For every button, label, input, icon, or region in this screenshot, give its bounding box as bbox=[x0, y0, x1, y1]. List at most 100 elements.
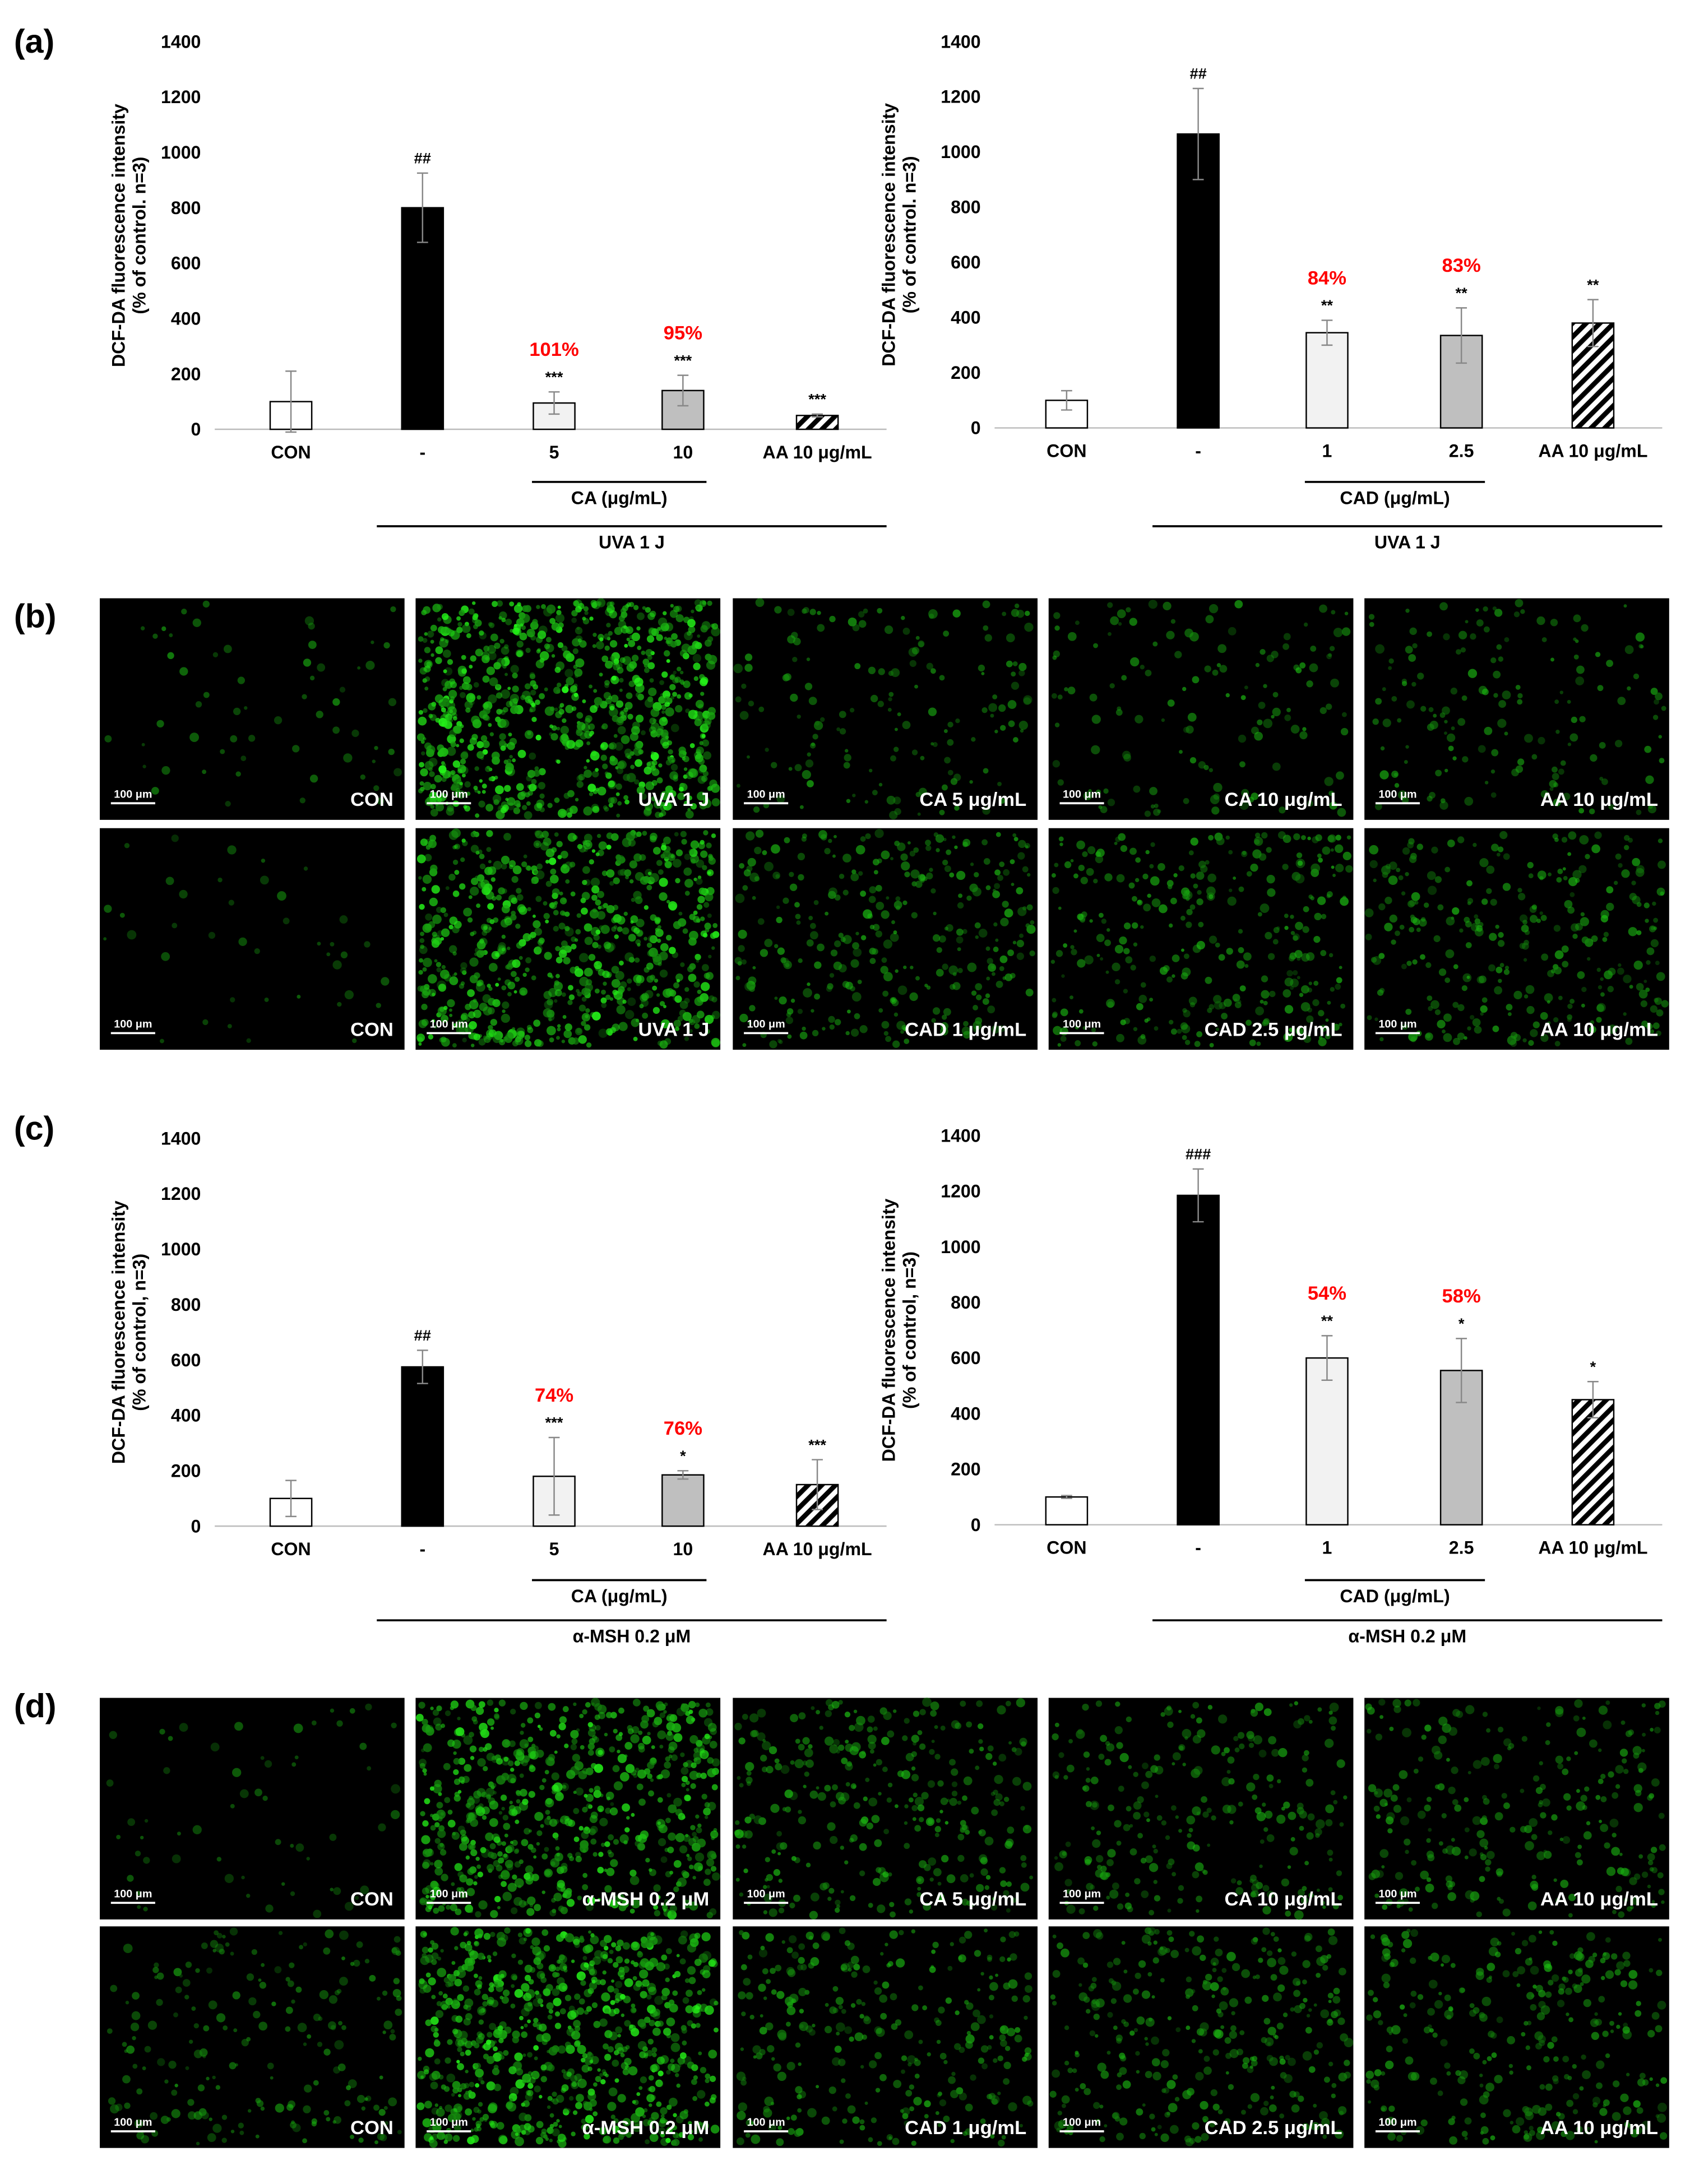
cell bbox=[432, 940, 439, 948]
cell bbox=[576, 1856, 582, 1862]
cell bbox=[700, 1748, 705, 1753]
cell bbox=[1654, 1703, 1660, 1709]
cell bbox=[858, 980, 862, 984]
cell bbox=[1165, 1835, 1170, 1840]
y-tick-label: 800 bbox=[951, 1292, 981, 1313]
cell bbox=[510, 1778, 516, 1783]
cell bbox=[1106, 999, 1115, 1008]
cell bbox=[1278, 1748, 1287, 1757]
cell bbox=[876, 902, 884, 910]
cell bbox=[1004, 973, 1012, 981]
cell bbox=[1168, 699, 1175, 707]
cell bbox=[666, 1722, 675, 1731]
cell bbox=[232, 1768, 241, 1777]
cell bbox=[712, 1758, 720, 1766]
cell bbox=[594, 961, 602, 970]
cell bbox=[543, 838, 552, 846]
cell bbox=[754, 847, 761, 854]
cell bbox=[545, 1798, 552, 1805]
cell bbox=[898, 985, 907, 995]
cell bbox=[561, 1907, 568, 1914]
cell bbox=[469, 1909, 473, 1913]
cell bbox=[918, 874, 925, 881]
cell bbox=[636, 981, 641, 986]
cell bbox=[549, 902, 554, 908]
cell bbox=[907, 841, 911, 845]
cell bbox=[508, 732, 512, 736]
cell bbox=[590, 1826, 598, 1834]
cell bbox=[1271, 715, 1274, 718]
cell bbox=[419, 958, 423, 963]
cell bbox=[712, 1768, 719, 1775]
cell bbox=[436, 646, 443, 654]
cell bbox=[423, 924, 432, 933]
cell bbox=[849, 1725, 855, 1731]
y-tick-label: 400 bbox=[171, 1406, 201, 1426]
cell bbox=[1468, 669, 1477, 678]
cell bbox=[701, 734, 705, 738]
cell bbox=[1054, 1856, 1058, 1860]
cell bbox=[706, 972, 714, 980]
cell bbox=[712, 1784, 718, 1791]
cell bbox=[443, 669, 447, 673]
cell bbox=[853, 624, 860, 631]
bar bbox=[1572, 1399, 1614, 1524]
cell bbox=[1018, 840, 1026, 848]
cell bbox=[143, 1857, 150, 1863]
cell bbox=[1554, 925, 1561, 931]
cell bbox=[509, 1740, 516, 1747]
cell bbox=[261, 859, 265, 863]
cell bbox=[1073, 874, 1078, 879]
cell bbox=[983, 998, 989, 1005]
cell bbox=[911, 1751, 917, 1757]
cell bbox=[544, 991, 552, 999]
cell bbox=[507, 947, 510, 950]
cell bbox=[555, 614, 564, 623]
cell bbox=[487, 666, 495, 675]
cell bbox=[1081, 877, 1088, 884]
cell bbox=[1052, 693, 1057, 699]
cell bbox=[1190, 905, 1196, 910]
y-tick-label: 1400 bbox=[941, 1125, 980, 1146]
cell bbox=[962, 1796, 967, 1801]
cell bbox=[974, 872, 979, 877]
cell bbox=[1196, 1031, 1202, 1037]
cell bbox=[894, 901, 902, 909]
cell bbox=[1207, 1844, 1210, 1847]
x-tick-label: AA 10 μg/mL bbox=[1538, 1538, 1647, 1558]
cell bbox=[1004, 908, 1013, 917]
cell bbox=[437, 618, 441, 622]
cell bbox=[441, 707, 446, 712]
cell bbox=[914, 685, 918, 689]
cell bbox=[691, 610, 694, 613]
cell bbox=[610, 640, 617, 647]
cell bbox=[659, 952, 668, 961]
cell bbox=[1567, 700, 1571, 704]
cell bbox=[582, 996, 587, 1001]
cell bbox=[682, 1776, 688, 1782]
cell bbox=[447, 1740, 455, 1747]
cell bbox=[1529, 873, 1534, 878]
cell bbox=[657, 1731, 666, 1740]
cell bbox=[1328, 1717, 1337, 1725]
cell bbox=[1412, 643, 1417, 648]
cell bbox=[1152, 642, 1157, 647]
cell bbox=[1486, 888, 1492, 894]
cell bbox=[1331, 848, 1334, 852]
cell bbox=[645, 649, 652, 656]
scale-bar-label: 100 μm bbox=[747, 1018, 785, 1031]
cell bbox=[1504, 731, 1508, 735]
cell bbox=[1343, 852, 1351, 860]
cell bbox=[507, 1845, 515, 1853]
cell bbox=[337, 1002, 341, 1007]
cell bbox=[1516, 685, 1521, 690]
cell bbox=[711, 996, 717, 1002]
cell bbox=[1629, 893, 1637, 900]
cell bbox=[1606, 903, 1614, 911]
cell bbox=[743, 1868, 748, 1873]
cell bbox=[841, 1890, 844, 1894]
cell bbox=[805, 683, 812, 690]
cell bbox=[1342, 627, 1350, 636]
